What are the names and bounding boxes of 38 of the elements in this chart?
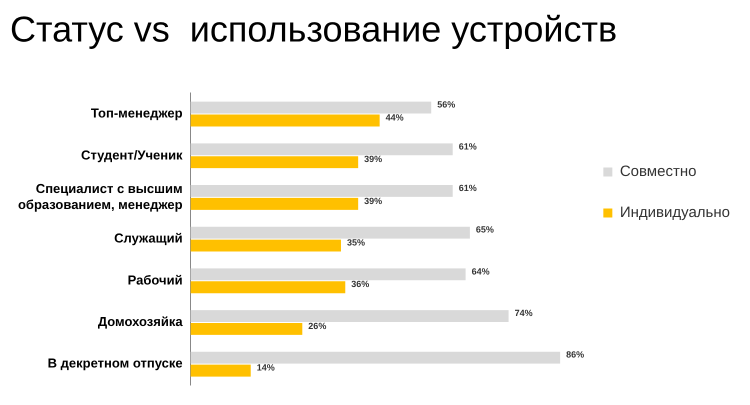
data-label: 39%: [364, 196, 382, 206]
bar: [190, 143, 453, 156]
bar: [190, 156, 358, 168]
bar: [190, 268, 466, 280]
y-tick-label: Специалист с высшим образованием, менеджер: [18, 181, 183, 212]
legend-label: Индивидуально: [620, 204, 730, 222]
bar: [190, 185, 453, 197]
bar: [190, 322, 302, 335]
data-label: 56%: [437, 100, 456, 110]
legend-label: Совместно: [620, 163, 696, 180]
y-tick-label: Служащий: [114, 230, 183, 246]
data-label: 14%: [256, 362, 275, 373]
data-label: 61%: [458, 141, 477, 152]
bar: [190, 198, 358, 210]
bar: [190, 114, 380, 126]
data-label: 39%: [364, 154, 382, 164]
y-tick-label: Топ-менеджер: [90, 106, 183, 121]
y-tick-label: Домохозяйка: [98, 314, 184, 330]
data-label: 44%: [386, 112, 404, 122]
y-tick-label: Студент/Ученик: [81, 147, 184, 162]
y-tick-label: Рабочий: [128, 272, 183, 288]
bar: [190, 281, 346, 294]
bar: [190, 364, 251, 377]
bar: [190, 240, 341, 252]
data-label: 65%: [476, 224, 494, 235]
y-tick-label: В декретном отпуске: [48, 356, 183, 371]
data-label: 74%: [514, 308, 533, 318]
chart-title: Статус vs использование устройств: [10, 8, 618, 50]
bar: [190, 102, 432, 114]
data-label: 26%: [308, 320, 326, 331]
bar: [190, 226, 470, 239]
data-label: 64%: [472, 266, 490, 276]
data-label: 35%: [346, 238, 365, 248]
bar: [190, 352, 560, 364]
data-label: 36%: [351, 279, 370, 290]
bar: [190, 310, 509, 322]
data-label: 61%: [458, 182, 477, 193]
data-label: 86%: [566, 350, 584, 360]
